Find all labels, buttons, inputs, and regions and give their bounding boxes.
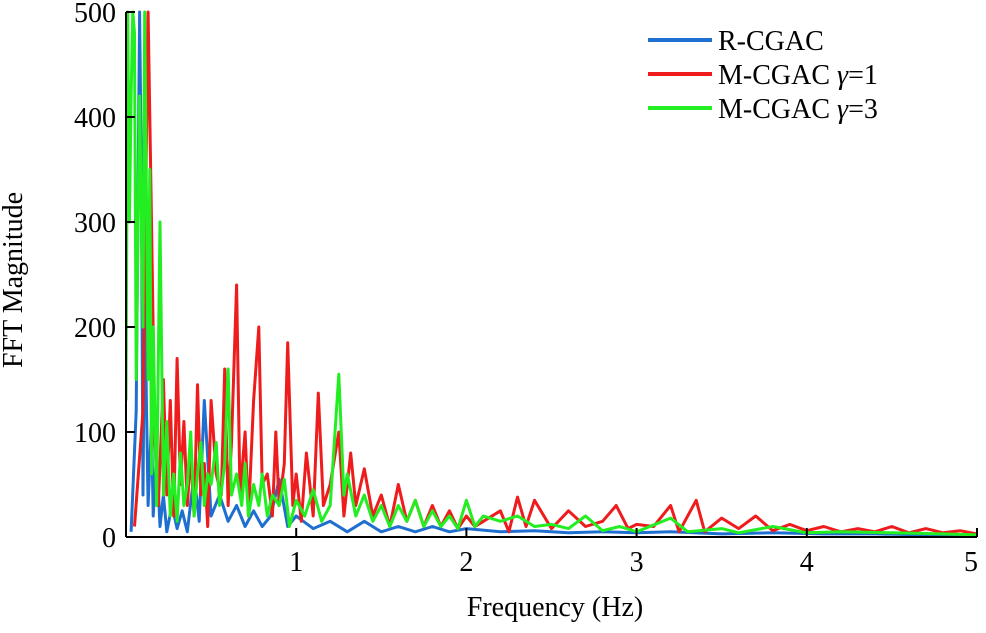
x-tick-label: 4 <box>800 547 814 578</box>
y-tick-label: 0 <box>102 523 116 554</box>
legend-label-2: M-CGAC γ=1 <box>718 60 878 91</box>
series-layer <box>126 10 977 537</box>
series-line-1 <box>129 10 977 537</box>
series-line-2 <box>133 10 977 536</box>
legend-label-3: M-CGAC γ=3 <box>718 94 878 125</box>
y-tick-label: 100 <box>74 418 116 449</box>
axes <box>125 12 977 538</box>
y-tick-label: 200 <box>74 313 116 344</box>
y-tick-label: 500 <box>74 0 116 29</box>
y-tick-label: 400 <box>74 103 116 134</box>
x-tick-label: 2 <box>459 547 473 578</box>
y-tick-label: 300 <box>74 208 116 239</box>
x-tick-label: 5 <box>964 547 978 578</box>
ticks: 1 2 3 4 5 0 100 200 300 400 500 <box>74 0 978 578</box>
x-tick-label: 1 <box>289 547 303 578</box>
legend-label-1: R-CGAC <box>718 26 824 57</box>
x-tick-label: 3 <box>630 547 644 578</box>
x-axis-title: Frequency (Hz) <box>467 592 643 623</box>
series-line-3 <box>126 10 977 537</box>
y-axis-title: FFT Magnitude <box>0 192 29 368</box>
